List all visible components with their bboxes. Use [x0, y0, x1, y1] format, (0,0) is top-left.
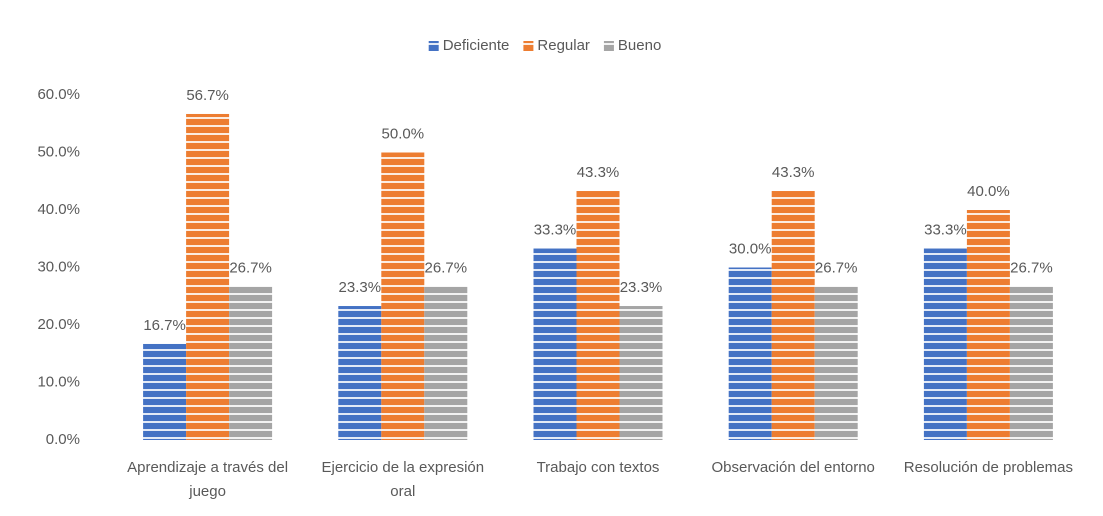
- data-label: 16.7%: [143, 317, 186, 334]
- x-tick-label: Aprendizaje a través del juego: [127, 459, 289, 500]
- legend-item: Regular: [523, 37, 590, 54]
- y-tick-label: 50.0%: [37, 143, 80, 160]
- bar: [424, 286, 468, 440]
- y-tick-label: 40.0%: [37, 201, 80, 218]
- data-label: 43.3%: [577, 164, 620, 181]
- data-label: 40.0%: [967, 183, 1010, 200]
- y-tick-label: 30.0%: [37, 258, 80, 275]
- data-label: 23.3%: [339, 279, 382, 296]
- bar: [576, 191, 620, 440]
- data-label: 56.7%: [186, 87, 229, 104]
- legend-label: Regular: [537, 37, 590, 54]
- x-tick-label: Observación del entorno: [711, 459, 875, 476]
- legend-swatch: [428, 41, 439, 51]
- y-tick-label: 10.0%: [37, 373, 80, 390]
- data-label: 26.7%: [1010, 259, 1053, 276]
- legend-swatch: [603, 41, 614, 51]
- legend-label: Deficiente: [443, 37, 510, 54]
- legend-item: Deficiente: [428, 37, 510, 54]
- x-tick-label: Resolución de problemas: [903, 459, 1074, 476]
- data-label: 26.7%: [815, 259, 858, 276]
- bar: [143, 343, 187, 440]
- data-label: 26.7%: [229, 259, 272, 276]
- x-tick-label: Trabajo con textos: [536, 459, 660, 476]
- bar: [923, 248, 967, 440]
- data-label: 33.3%: [534, 221, 577, 238]
- data-label: 30.0%: [729, 240, 772, 257]
- y-tick-label: 20.0%: [37, 316, 80, 333]
- y-tick-label: 60.0%: [37, 86, 80, 103]
- bar: [186, 113, 230, 440]
- legend-item: Bueno: [603, 37, 661, 54]
- data-label: 26.7%: [425, 259, 468, 276]
- bar: [814, 286, 858, 440]
- bar: [338, 306, 382, 440]
- data-label: 33.3%: [924, 221, 967, 238]
- data-label: 43.3%: [772, 164, 815, 181]
- bar: [619, 306, 663, 440]
- legend-label: Bueno: [618, 37, 661, 54]
- bar: [229, 286, 273, 440]
- data-label: 23.3%: [620, 279, 663, 296]
- y-tick-label: 0.0%: [46, 431, 80, 448]
- bar: [728, 267, 772, 440]
- data-label: 50.0%: [382, 125, 425, 142]
- bar: [533, 248, 577, 440]
- bar: [771, 191, 815, 440]
- bar: [1009, 286, 1053, 440]
- bar: [966, 210, 1010, 440]
- legend-swatch: [523, 41, 534, 51]
- x-tick-label: Ejercicio de la expresión oral: [321, 459, 485, 500]
- bar: [381, 152, 425, 440]
